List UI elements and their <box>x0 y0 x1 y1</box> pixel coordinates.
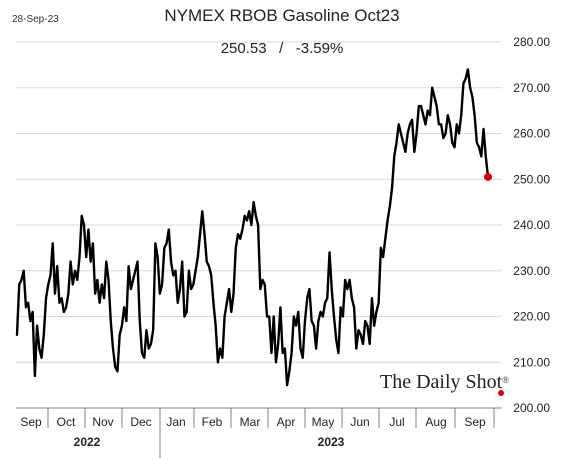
y-tick-label: 220.00 <box>513 310 550 324</box>
x-tick-label: Aug <box>425 415 446 429</box>
x-axis-year-labels: 2022 2023 <box>74 435 345 449</box>
x-tick-label: Jun <box>350 415 369 429</box>
x-tick-label: Dec <box>130 415 151 429</box>
separator: / <box>279 40 284 57</box>
brand-logo: The Daily Shot® <box>380 371 509 394</box>
gridlines <box>16 41 502 363</box>
y-tick-label: 200.00 <box>513 401 550 415</box>
brand-dot <box>498 390 504 396</box>
y-tick-label: 240.00 <box>513 218 550 232</box>
x-axis-month-labels: Sep Oct Nov Dec Jan Feb Mar Apr May Jun Jul Aug Sep <box>20 415 486 429</box>
x-tick-label: Jan <box>166 415 185 429</box>
registered-mark: ® <box>502 375 510 385</box>
last-price-value: 250.53 <box>220 40 267 57</box>
brand-name: The Daily Shot <box>380 371 503 393</box>
y-tick-label: 250.00 <box>513 172 550 186</box>
year-label: 2022 <box>74 435 101 449</box>
year-label: 2023 <box>318 435 345 449</box>
x-tick-label: Nov <box>92 415 113 429</box>
y-tick-label: 270.00 <box>513 81 550 95</box>
x-tick-label: May <box>312 415 335 429</box>
x-tick-label: Oct <box>57 415 76 429</box>
price-line <box>15 68 490 387</box>
y-tick-label: 280.00 <box>513 35 550 49</box>
y-axis-ticks: 200.00 210.00 220.00 230.00 240.00 250.00 260.… <box>513 35 550 415</box>
x-tick-label: Sep <box>20 415 42 429</box>
y-tick-label: 260.00 <box>513 127 550 141</box>
x-tick-label: Sep <box>464 415 486 429</box>
y-tick-label: 210.00 <box>513 355 550 369</box>
x-tick-label: Jul <box>389 415 404 429</box>
price-change-summary: 250.53 / -3.59% <box>0 40 564 57</box>
price-change-percent: -3.59% <box>295 40 344 57</box>
chart-title: NYMEX RBOB Gasoline Oct23 <box>164 6 400 25</box>
date-stamp: 28-Sep-23 <box>12 14 59 25</box>
x-axis <box>16 407 502 458</box>
x-tick-label: Mar <box>240 415 261 429</box>
x-tick-label: Feb <box>202 415 223 429</box>
x-tick-label: Apr <box>277 415 296 429</box>
last-price-marker <box>484 172 492 181</box>
y-tick-label: 230.00 <box>513 264 550 278</box>
